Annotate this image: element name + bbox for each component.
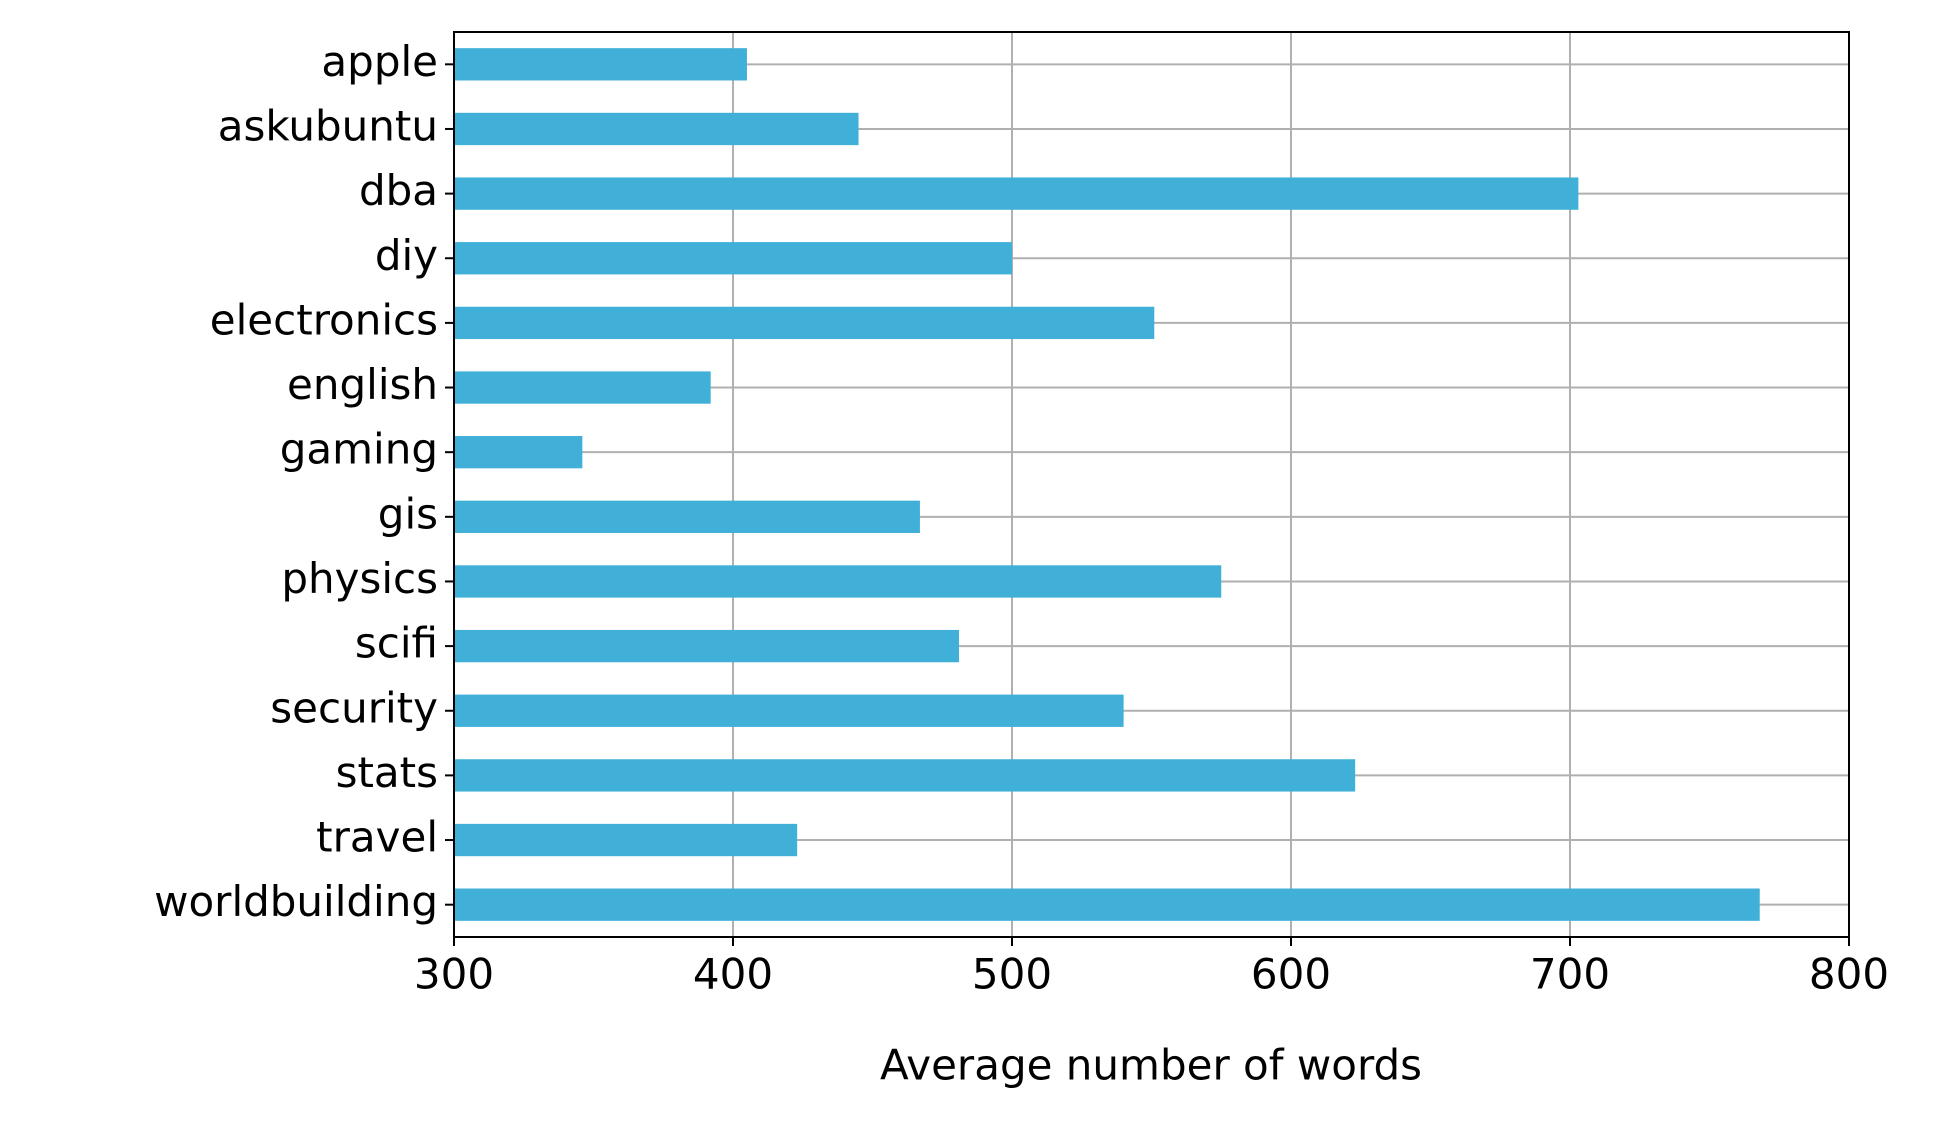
y-tick-label: physics [281, 554, 438, 603]
x-tick-label: 400 [693, 950, 773, 999]
y-tick-label: electronics [210, 295, 438, 344]
y-tick-label: gaming [280, 425, 438, 474]
y-tick-label: stats [336, 748, 438, 797]
y-tick-label: apple [321, 37, 438, 86]
y-tick-label: askubuntu [218, 101, 438, 150]
x-tick-label: 700 [1530, 950, 1610, 999]
bar [454, 48, 747, 81]
bar [454, 629, 959, 663]
bar [454, 436, 583, 469]
bar [454, 823, 798, 857]
bar [454, 694, 1124, 727]
bar [454, 565, 1222, 598]
bar [454, 112, 859, 146]
y-tick-label: english [287, 360, 438, 409]
bar [454, 177, 1579, 210]
bar [454, 500, 920, 533]
y-tick-label: diy [375, 231, 438, 280]
y-tick-label: security [270, 683, 438, 732]
y-tick-label: worldbuilding [154, 877, 438, 926]
bar [454, 888, 1760, 921]
bar [454, 371, 711, 404]
x-axis-label: Average number of words [880, 1041, 1422, 1090]
bar [454, 759, 1356, 792]
bar [454, 242, 1012, 275]
bar [454, 306, 1155, 340]
y-tick-label: dba [359, 166, 438, 215]
x-tick-label: 600 [1251, 950, 1331, 999]
x-tick-label: 300 [414, 950, 494, 999]
y-tick-label: travel [316, 813, 438, 862]
y-tick-label: scifi [355, 619, 438, 668]
x-tick-label: 800 [1809, 950, 1889, 999]
y-tick-label: gis [378, 489, 438, 538]
plot-frame [453, 31, 1850, 938]
x-tick-label: 500 [972, 950, 1052, 999]
